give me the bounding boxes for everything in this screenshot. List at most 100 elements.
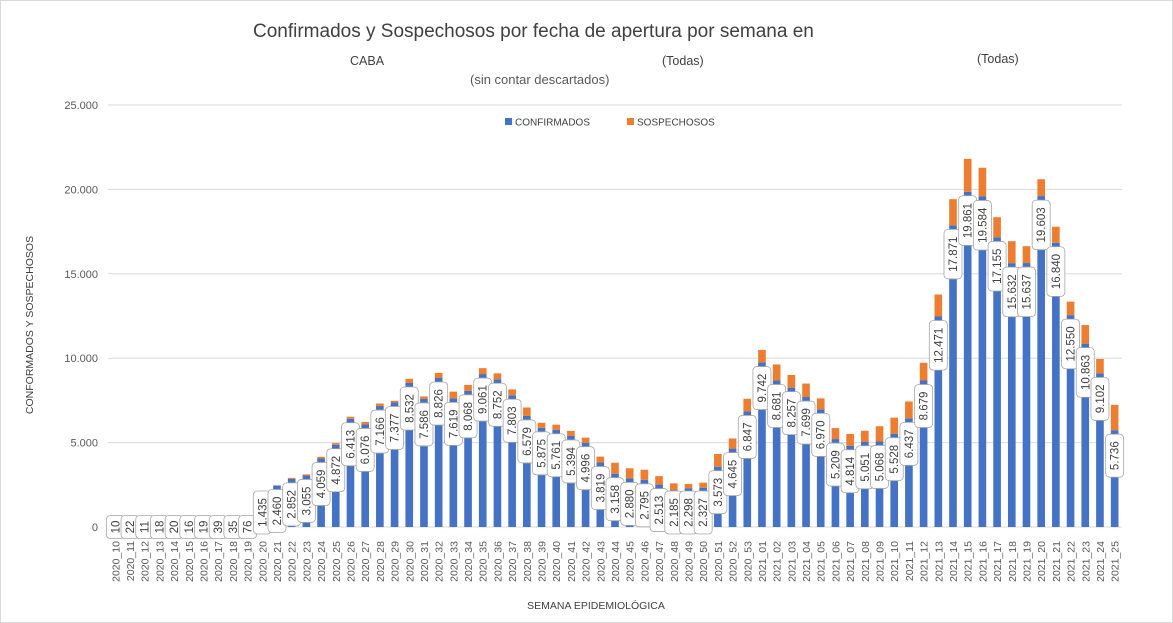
data-label-text: 4.872 — [331, 456, 343, 485]
data-label: 3.819 — [590, 466, 610, 510]
x-tick-label: 2020_37 — [507, 541, 519, 582]
data-label-text: 8.681 — [772, 392, 784, 421]
x-tick-label: 2021_23 — [1080, 541, 1092, 582]
data-label-box — [928, 320, 948, 371]
bar-sospechosos — [934, 294, 943, 317]
data-label-box — [1017, 266, 1036, 318]
bar-sospechosos — [890, 417, 899, 434]
data-label-text: 6.970 — [816, 420, 828, 449]
x-tick-label: 2021_18 — [1007, 541, 1019, 582]
y-tick-label: 20.000 — [64, 184, 98, 196]
data-label-text: 5.068 — [875, 453, 887, 482]
data-label: 76 — [238, 514, 258, 540]
data-label: 7.586 — [414, 402, 434, 447]
bar-sospechosos — [464, 384, 472, 391]
y-tick-label: 5.000 — [70, 438, 98, 450]
bar-confirmados — [361, 424, 369, 527]
x-tick-label: 2020_22 — [287, 541, 299, 582]
data-label-text: 5.761 — [551, 441, 563, 470]
legend-swatch — [627, 118, 634, 125]
x-tick-label: 2020_28 — [375, 541, 387, 582]
bar-sospechosos — [596, 456, 605, 463]
bar-sospechosos — [567, 430, 575, 436]
data-label-box — [987, 241, 1007, 292]
data-label-text: 15.632 — [1007, 274, 1019, 309]
x-tick-label: 2020_41 — [566, 541, 578, 582]
data-label: 2.185 — [664, 490, 684, 535]
x-tick-label: 2021_07 — [845, 541, 857, 582]
data-label: 17.155 — [987, 241, 1007, 292]
bar-sospechosos — [390, 400, 399, 403]
data-label-text: 10.863 — [1080, 355, 1092, 390]
data-label: 5.068 — [870, 445, 889, 489]
x-tick-label: 2021_20 — [1036, 541, 1048, 582]
data-label-text: 7.699 — [801, 408, 813, 437]
bar-sospechosos — [846, 433, 854, 446]
data-label-text: 12.471 — [933, 328, 945, 363]
x-tick-label: 2020_12 — [140, 541, 152, 582]
x-tick-label: 2020_52 — [728, 541, 740, 582]
data-label: 7.166 — [370, 409, 390, 454]
filter-2-label: (Todas) — [977, 52, 1019, 66]
bar-confirmados — [1037, 196, 1045, 527]
x-tick-label: 2020_53 — [742, 541, 754, 582]
legend-label: SOSPECHOSOS — [637, 118, 715, 129]
data-label-box — [972, 200, 992, 251]
x-tick-label: 2020_24 — [316, 541, 328, 582]
data-label-box — [1105, 433, 1125, 478]
x-tick-label: 2021_11 — [904, 541, 916, 581]
bar-sospechosos — [978, 167, 987, 197]
bar-confirmados — [478, 374, 487, 527]
bar-confirmados — [1066, 315, 1075, 527]
data-label-box — [943, 228, 963, 280]
bar-sospechosos — [640, 469, 649, 480]
y-tick-label: 0 — [92, 522, 98, 534]
data-label-text: 1.435 — [257, 498, 269, 527]
bar-confirmados — [743, 411, 752, 527]
data-label-text: 15.637 — [1021, 274, 1033, 309]
data-label: 12.550 — [1061, 318, 1080, 370]
bar-confirmados — [508, 395, 516, 527]
data-label-text: 2.327 — [698, 498, 710, 527]
data-label: 15.637 — [1017, 266, 1036, 318]
bar-sospechosos — [714, 454, 722, 467]
bar-sospechosos — [919, 362, 928, 381]
x-tick-label: 2021_02 — [772, 541, 784, 582]
x-tick-label: 2021_13 — [933, 541, 945, 582]
data-label-text: 16 — [184, 521, 196, 534]
x-tick-label: 2020_18 — [228, 541, 240, 582]
x-tick-label: 2020_19 — [243, 541, 255, 582]
bar-sospechosos — [581, 437, 590, 443]
x-tick-label: 2020_36 — [492, 541, 504, 582]
x-tick-label: 2021_09 — [875, 541, 887, 582]
x-tick-label: 2021_03 — [786, 541, 798, 582]
bar-sospechosos — [993, 217, 1001, 238]
data-label-text: 9.061 — [478, 385, 490, 414]
bar-sospechosos — [287, 477, 296, 479]
data-label-text: 7.166 — [375, 417, 387, 446]
data-label: 10.863 — [1075, 347, 1095, 398]
data-label: 4.872 — [326, 448, 346, 493]
data-label: 4.996 — [576, 446, 596, 491]
data-label-text: 8.068 — [463, 402, 475, 431]
x-tick-label: 2021_19 — [1021, 541, 1033, 582]
x-tick-label: 2020_42 — [581, 541, 593, 582]
location-label: CABA — [350, 54, 385, 68]
x-tick-label: 2020_48 — [669, 541, 681, 582]
x-tick-label: 2020_32 — [434, 541, 446, 582]
data-label-text: 5.051 — [860, 453, 872, 482]
bar-sospechosos — [1022, 246, 1031, 264]
x-tick-label: 2020_51 — [713, 541, 725, 582]
data-label-box — [1061, 318, 1080, 370]
data-label-text: 3.819 — [595, 474, 607, 503]
x-tick-label: 2020_20 — [257, 541, 269, 582]
data-label-text: 2.513 — [654, 496, 666, 525]
data-label-text: 5.875 — [537, 439, 549, 468]
data-label: 2.795 — [634, 483, 654, 528]
data-label-text: 9.742 — [757, 374, 769, 403]
bar-confirmados — [552, 429, 561, 527]
x-tick-label: 2020_27 — [360, 541, 372, 582]
data-label: 15.632 — [1002, 266, 1022, 318]
x-axis-title: SEMANA EPIDEMIOLÓGICA — [527, 599, 665, 612]
bar-sospechosos — [405, 378, 414, 383]
